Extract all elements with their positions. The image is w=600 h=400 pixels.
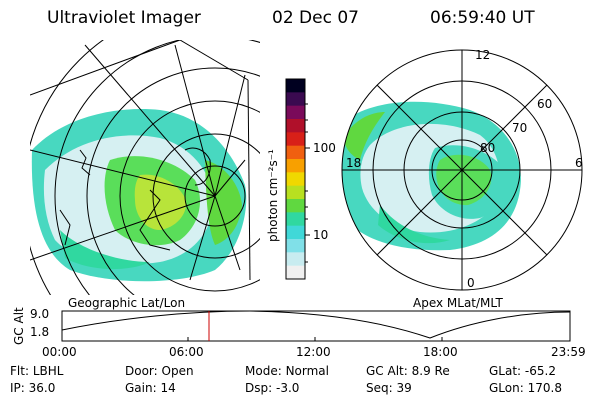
colorbar-tick-100: 100: [313, 141, 336, 155]
mlat-label-70: 70: [512, 121, 528, 135]
xtick-0600: 06:00: [169, 345, 204, 359]
mlat-label-60: 60: [537, 97, 553, 111]
colorbar-band: [286, 185, 305, 200]
altitude-ylabel: GC Alt: [12, 307, 26, 345]
status-filter: Flt: LBHL: [10, 364, 64, 378]
status-gc-alt: GC Alt: 8.9 Re: [366, 364, 450, 378]
apex-map-label: Apex MLat/MLT: [413, 296, 503, 310]
xtick-1200: 12:00: [296, 345, 331, 359]
header-time: 06:59:40 UT: [430, 8, 535, 28]
status-ip: IP: 36.0: [10, 381, 56, 395]
colorbar-band: [286, 145, 305, 160]
mlt-label-bottom: 0: [467, 276, 475, 290]
colorbar-band: [286, 132, 305, 147]
colorbar-band: [286, 212, 305, 227]
colorbar-band: [286, 199, 305, 213]
instrument-title: Ultraviolet Imager: [47, 8, 201, 28]
colorbar-band: [286, 105, 305, 120]
status-glon: GLon: 170.8: [489, 381, 562, 395]
status-gain: Gain: 14: [125, 381, 176, 395]
altitude-plot: [61, 310, 571, 342]
colorbar-band: [286, 265, 305, 280]
geographic-map-label: Geographic Lat/Lon: [68, 296, 186, 310]
colorbar-band: [286, 119, 305, 133]
status-glat: GLat: -65.2: [489, 364, 556, 378]
colorbar-band: [286, 225, 305, 240]
mlat-label-80: 80: [480, 141, 496, 155]
apex-map: [341, 49, 583, 291]
altitude-ytick-low: 1.8: [30, 325, 50, 339]
status-seq: Seq: 39: [366, 381, 412, 395]
geographic-map: [30, 40, 260, 295]
xtick-1800: 18:00: [423, 345, 458, 359]
colorbar-band: [286, 172, 305, 187]
altitude-ytick-high: 9.0: [30, 307, 50, 321]
status-dsp: Dsp: -3.0: [245, 381, 300, 395]
colorbar-band: [286, 239, 305, 253]
status-mode: Mode: Normal: [245, 364, 329, 378]
mlt-label-right: 6: [575, 156, 583, 170]
status-door: Door: Open: [125, 364, 194, 378]
mlt-label-left: 18: [346, 156, 362, 170]
colorbar-band: [286, 252, 305, 267]
colorbar-tick-10: 10: [313, 228, 329, 242]
colorbar-unit-label: photon cm⁻²s⁻¹: [266, 149, 280, 242]
colorbar-band: [286, 79, 305, 93]
xtick-2359: 23:59: [551, 345, 586, 359]
header-date: 02 Dec 07: [272, 8, 359, 28]
colorbar-band: [286, 159, 305, 173]
mlt-label-top: 12: [475, 48, 491, 62]
colorbar-band: [286, 92, 305, 107]
xtick-0000: 00:00: [42, 345, 77, 359]
colorbar: [286, 79, 305, 280]
